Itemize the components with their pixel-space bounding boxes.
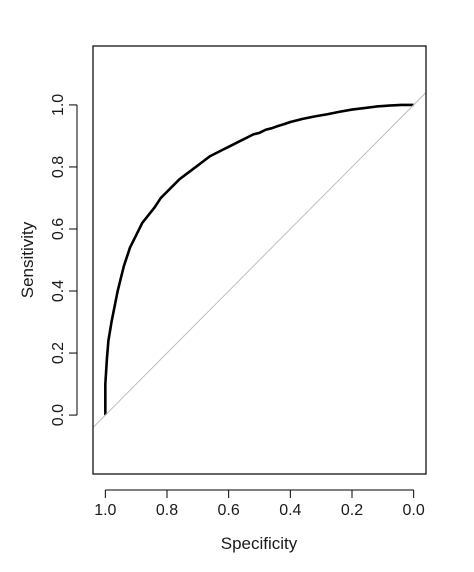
y-tick-label: 0.4 [50, 280, 67, 302]
x-axis-title: Specificity [221, 534, 298, 553]
y-tick-label: 0.6 [50, 218, 67, 240]
y-tick-label: 0.0 [50, 404, 67, 426]
x-tick-label: 0.0 [403, 502, 425, 519]
reference-diagonal-line [93, 92, 426, 428]
x-tick-label: 1.0 [94, 502, 116, 519]
x-tick-label: 0.8 [156, 502, 178, 519]
roc-curve-line [104, 103, 414, 416]
plot-area [93, 92, 426, 428]
axes: 1.0 0.8 0.6 0.4 0.2 0.0 0.0 0.2 0.4 0.6 0.8 1.0 [50, 45, 427, 519]
y-tick-label: 0.8 [50, 156, 67, 178]
y-tick-label: 0.2 [50, 342, 67, 364]
x-tick-label: 0.6 [218, 502, 240, 519]
plot-frame [92, 45, 427, 475]
x-tick-label: 0.2 [341, 502, 363, 519]
y-tick-label: 1.0 [50, 94, 67, 116]
y-axis-title: Sensitivity [18, 221, 37, 298]
x-tick-label: 0.4 [279, 502, 301, 519]
